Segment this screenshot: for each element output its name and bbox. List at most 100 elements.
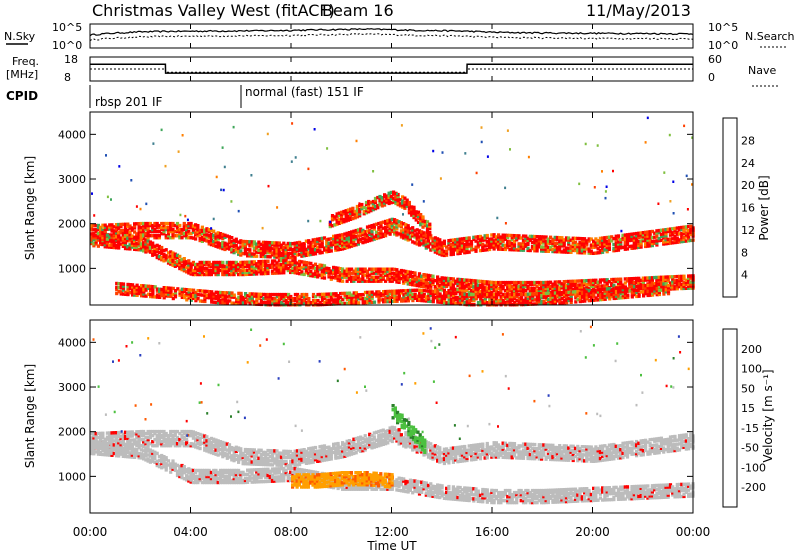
power-cells-cell-355 bbox=[230, 272, 234, 277]
power-cells-cell-1071 bbox=[517, 288, 521, 293]
power-cells-cell-2962 bbox=[628, 232, 632, 237]
power-cells-cell-3067 bbox=[666, 239, 670, 244]
power-cells-cell-4040 bbox=[452, 301, 456, 306]
power-cells-cell-3012 bbox=[646, 242, 650, 246]
power-cells-cell-3546 bbox=[214, 296, 218, 300]
vel-cells-cell-324 bbox=[218, 468, 223, 473]
power-cells-cell-3123 bbox=[687, 235, 691, 239]
power-cells-cell-2541 bbox=[469, 244, 474, 248]
vel-cells-cell-166 bbox=[155, 461, 159, 466]
power-cells-cell-79 bbox=[121, 244, 125, 248]
power-cells-cell-2004 bbox=[279, 253, 284, 257]
power-cells-cell-1740 bbox=[180, 227, 184, 232]
power-cells-cell-3952 bbox=[411, 298, 415, 303]
power-cells-cell-1634 bbox=[139, 234, 143, 238]
power-cells-cell-4298 bbox=[569, 292, 573, 296]
power-cells-cell-3355 bbox=[115, 285, 119, 290]
power-cells-cell-1088 bbox=[521, 280, 526, 285]
power-cells-cell-2186 bbox=[343, 238, 347, 242]
power-cells-cell-1840 bbox=[218, 236, 223, 240]
power-cells-cell-2578 bbox=[485, 235, 489, 240]
power-cells-cell-3600 bbox=[239, 291, 243, 296]
power-cells-cell-1541 bbox=[101, 229, 105, 234]
power-cells-cell-62 bbox=[112, 235, 116, 240]
power-cells-cell-1812 bbox=[209, 240, 213, 245]
vel-cells-cell-209 bbox=[175, 463, 180, 468]
power-cells-cell-1177 bbox=[558, 280, 562, 284]
vel-cells-cell-301 bbox=[212, 480, 216, 485]
power-cells-cell-1929 bbox=[252, 240, 256, 244]
power-cells-cell-4161 bbox=[508, 301, 512, 305]
power-cells-cell-992 bbox=[485, 286, 489, 290]
power-cells-cell-3685 bbox=[280, 297, 284, 301]
power-cells-cell-2610 bbox=[497, 237, 501, 241]
power-cells-cell-2811 bbox=[571, 240, 575, 244]
power-cells-cell-1180 bbox=[560, 284, 564, 288]
power-cells-cell-2167 bbox=[338, 247, 342, 251]
power-cells-cell-3205 bbox=[358, 207, 362, 212]
power-cells-cell-3040 bbox=[655, 233, 659, 237]
power-cells-cell-3968 bbox=[418, 292, 422, 296]
power-cells-cell-490 bbox=[279, 263, 284, 267]
power-cells-cell-1936 bbox=[257, 248, 261, 252]
power-cells-cell-1354 bbox=[630, 277, 634, 281]
power-cells-cell-4102 bbox=[481, 301, 485, 305]
cpid-row: CPID rbsp 201 IF normal (fast) 151 IF bbox=[6, 85, 364, 109]
power-cells-cell-3663 bbox=[271, 301, 275, 305]
power-cells-cell-1593 bbox=[121, 222, 125, 227]
power-cells-cell-2415 bbox=[426, 243, 431, 247]
power-cells-cell-3730 bbox=[302, 301, 306, 305]
power-cells-cell-3406 bbox=[140, 288, 144, 292]
power-cells-cell-2645 bbox=[510, 241, 514, 246]
power-cells-cell-272 bbox=[198, 268, 202, 273]
power-cells-cell-1791 bbox=[200, 229, 204, 233]
power-cells-cell-1035 bbox=[503, 288, 507, 293]
power-cells-cell-1673 bbox=[153, 227, 157, 232]
power-cells-cell-662 bbox=[354, 277, 358, 281]
vel-cells-cell-309 bbox=[214, 476, 218, 481]
power-cells-cell-2342 bbox=[399, 229, 403, 233]
power-cells-cell-4191 bbox=[522, 300, 526, 305]
power-cells-cell-3659 bbox=[268, 299, 273, 303]
power-cells-cell-2639 bbox=[508, 241, 512, 246]
power-cells-cell-4343 bbox=[594, 296, 598, 300]
vel-cells-cell-285 bbox=[205, 472, 209, 477]
power-cells-cell-4018 bbox=[440, 294, 444, 298]
power-cells-cell-3995 bbox=[431, 299, 435, 304]
power-cells-cell-2028 bbox=[286, 243, 290, 248]
power-cells-cell-4014 bbox=[438, 292, 442, 296]
power-cells-cell-1453 bbox=[671, 277, 675, 281]
power-cells-cell-11 bbox=[94, 242, 98, 246]
power-cells-cell-1267 bbox=[592, 278, 596, 283]
power-cells-cell-1032 bbox=[501, 284, 505, 289]
freq-left-tick-top: 18 bbox=[64, 53, 78, 66]
power-cells-cell-722 bbox=[379, 279, 383, 283]
power-cells-cell-3121 bbox=[687, 239, 691, 243]
power-cells-cell-1188 bbox=[562, 280, 566, 284]
power-cells-cell-4005 bbox=[436, 298, 440, 302]
power-cells-cell-3790 bbox=[332, 292, 336, 296]
power-cells-cell-3185 bbox=[349, 209, 353, 213]
power-cells-cell-3432 bbox=[151, 285, 155, 289]
power-cells-cell-1868 bbox=[230, 244, 234, 248]
vel-cells-cell-221 bbox=[180, 465, 184, 470]
power-cells-cell-3508 bbox=[194, 298, 198, 303]
power-cells-cell-2207 bbox=[350, 240, 354, 244]
power-cells-cell-4125 bbox=[490, 292, 494, 297]
power-cells-speckle-9 bbox=[215, 175, 218, 179]
power-cells-cell-1881 bbox=[234, 243, 238, 248]
power-cells-cell-1223 bbox=[576, 283, 580, 287]
power-cells-cell-3003 bbox=[644, 244, 648, 249]
power-cells-cell-1651 bbox=[144, 223, 148, 228]
power-cells-cell-1426 bbox=[659, 275, 663, 279]
power-cells-cell-1721 bbox=[171, 221, 175, 226]
power-cells-cell-750 bbox=[390, 277, 394, 281]
power-cells-cell-3247 bbox=[380, 200, 384, 204]
power-cells-cell-1493 bbox=[687, 276, 691, 280]
power-cells-cell-4312 bbox=[578, 295, 582, 300]
power-cells-cell-4199 bbox=[526, 300, 530, 304]
power-cells-cell-2938 bbox=[619, 238, 623, 242]
power-cells-cell-2379 bbox=[413, 235, 417, 239]
power-cells-cell-4472 bbox=[657, 292, 661, 297]
power-cells-cell-1552 bbox=[105, 237, 109, 241]
